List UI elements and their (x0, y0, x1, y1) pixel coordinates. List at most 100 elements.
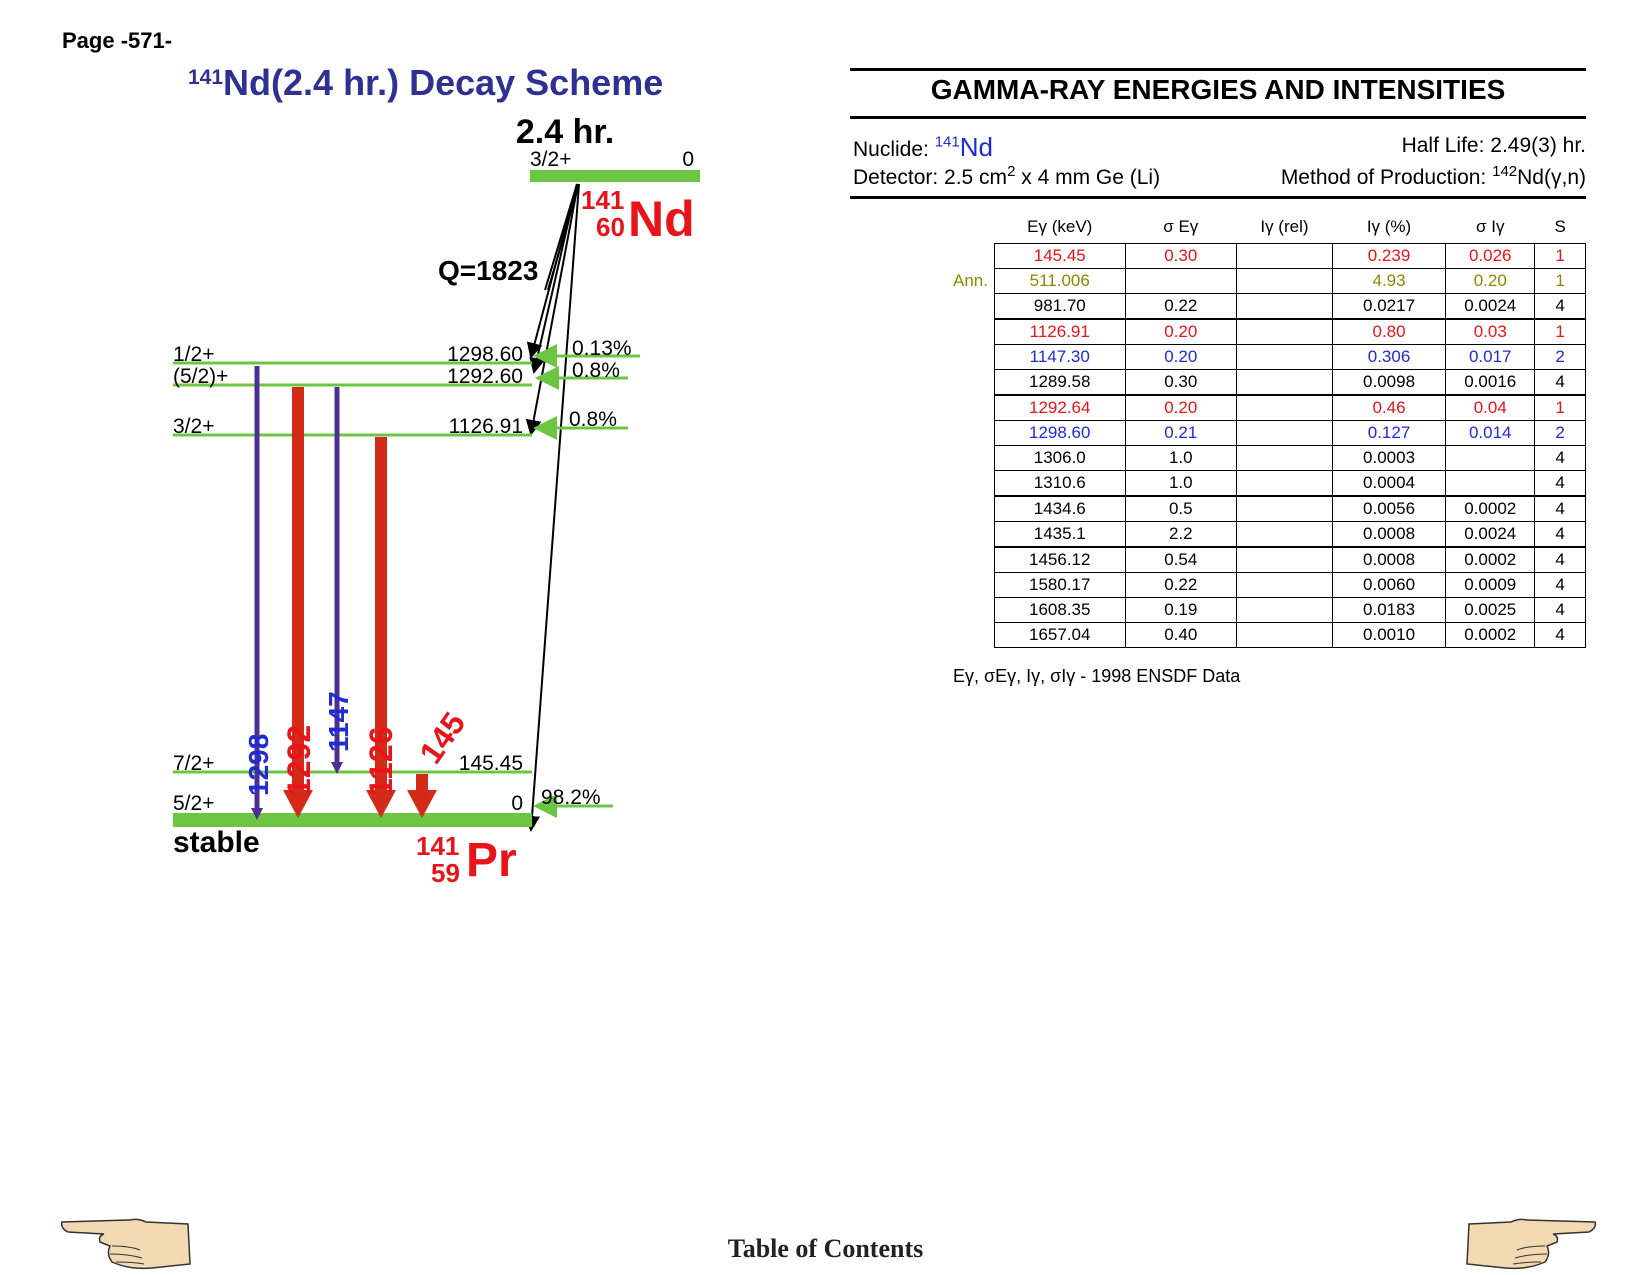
cell-si: 0.026 (1445, 243, 1536, 269)
cell-ip: 0.0010 (1331, 622, 1447, 648)
cell-s: 4 (1534, 622, 1586, 648)
row-prefix (953, 446, 994, 471)
cell-e: 1147.30 (993, 344, 1126, 370)
cell-si: 0.04 (1445, 394, 1536, 421)
cell-e: 1292.64 (993, 394, 1126, 421)
cell-irel (1236, 268, 1333, 294)
row-prefix (953, 395, 994, 421)
cell-e: 1298.60 (993, 420, 1126, 446)
detector-pre: Detector: 2.5 cm (853, 166, 1008, 189)
cell-s: 1 (1534, 394, 1586, 421)
title-mass-number: 141 (188, 66, 224, 89)
gamma-arrowhead-1292 (283, 790, 313, 818)
cell-s: 1 (1534, 318, 1586, 345)
table-row: 1292.64 0.20 0.46 0.04 1 (953, 394, 1586, 421)
cell-ip: 0.0217 (1331, 293, 1447, 320)
cell-si: 0.0002 (1445, 546, 1536, 573)
production-info: Method of Production: 142Nd(γ,n) (1281, 163, 1586, 190)
row-prefix: Ann. (953, 271, 988, 290)
row-prefix (953, 319, 994, 345)
cell-se: 0.22 (1124, 293, 1238, 320)
scheme-title: 141Nd(2.4 hr.) Decay Scheme (188, 62, 663, 104)
cell-se: 0.22 (1124, 572, 1238, 598)
cell-si: 0.0002 (1445, 495, 1536, 522)
beta-branch-extra-1 (544, 183, 578, 291)
production-sup: 142 (1492, 163, 1518, 180)
cell-irel (1236, 521, 1333, 548)
level-spin-1126: 3/2+ (173, 415, 214, 438)
table-row: 1608.35 0.19 0.0183 0.0025 4 (953, 597, 1586, 623)
cell-irel (1236, 394, 1333, 421)
table-row: Ann. 511.006 4.93 0.20 1 (953, 268, 1586, 294)
parent-level-bar (530, 170, 700, 182)
header-intensity-rel: Iγ (rel) (1260, 217, 1309, 236)
daughter-levels (173, 361, 532, 827)
cell-ip: 4.93 (1331, 268, 1447, 294)
cell-ip: 0.0060 (1331, 572, 1447, 598)
cell-s: 4 (1534, 572, 1586, 598)
parent-halflife: 2.4 hr. (516, 113, 614, 151)
gamma-line-1126 (375, 437, 387, 790)
beta-branches (524, 183, 580, 832)
table-row: 1147.30 0.20 0.306 0.017 2 (953, 344, 1586, 370)
cell-se: 1.0 (1124, 470, 1238, 497)
gamma-arrowhead-145 (407, 790, 437, 818)
cell-se: 0.20 (1124, 394, 1238, 421)
cell-se: 2.2 (1124, 521, 1238, 548)
cell-irel (1236, 597, 1333, 623)
cell-e: 1608.35 (993, 597, 1126, 623)
cell-se (1124, 268, 1238, 294)
daughter-symbol: Pr (466, 834, 517, 887)
table-footnote: Eγ, σEγ, Iγ, σIγ - 1998 ENSDF Data (953, 666, 1241, 686)
level-feeding-ground: 98.2% (541, 786, 601, 809)
detector-sup: 2 (1007, 163, 1016, 180)
cell-ip: 0.46 (1331, 394, 1447, 421)
daughter-mass: 141 (416, 831, 459, 861)
next-page-hand-icon[interactable] (1457, 1212, 1597, 1272)
gamma-table-title: GAMMA-RAY ENERGIES AND INTENSITIES (930, 74, 1506, 105)
row-prefix (953, 294, 994, 320)
cell-se: 0.20 (1124, 318, 1238, 345)
parent-spin: 3/2+ (530, 148, 571, 171)
previous-page-hand-icon[interactable] (60, 1212, 200, 1272)
detector-info: Detector: 2.5 cm2 x 4 mm Ge (Li) (853, 163, 1160, 190)
stable-label: stable (173, 826, 260, 859)
row-prefix (953, 244, 994, 269)
cell-e: 1456.12 (993, 546, 1126, 573)
cell-s: 4 (1534, 293, 1586, 320)
table-row: 1126.91 0.20 0.80 0.03 1 (953, 318, 1586, 345)
parent-energy: 0 (682, 148, 694, 171)
cell-e: 981.70 (993, 293, 1126, 320)
nuclide-mass: 141 (934, 133, 960, 151)
cell-s: 4 (1534, 495, 1586, 522)
table-of-contents-link[interactable]: Table of Contents (727, 1234, 924, 1263)
nuclide-symbol-wrapper: 141Nd (935, 132, 993, 162)
table-row: 145.45 0.30 0.239 0.026 1 (953, 243, 1586, 269)
cell-si: 0.0024 (1445, 293, 1536, 320)
cell-irel (1236, 470, 1333, 497)
table-row: 1310.6 1.0 0.0004 4 (953, 470, 1586, 497)
info-rule (850, 196, 1586, 199)
cell-irel (1236, 546, 1333, 573)
nuclide-symbol: Nd (959, 132, 993, 162)
parent-symbol: Nd (628, 191, 695, 247)
level-feeding-1298: 0.13% (572, 337, 632, 360)
table-row: 1434.6 0.5 0.0056 0.0002 4 (953, 495, 1586, 522)
cell-se: 1.0 (1124, 445, 1238, 471)
cell-s: 4 (1534, 546, 1586, 573)
page-number: Page -571- (62, 28, 173, 53)
cell-e: 1435.1 (993, 521, 1126, 548)
cell-irel (1236, 495, 1333, 522)
level-spin-1298: 1/2+ (173, 343, 214, 366)
level-spin-ground: 5/2+ (173, 792, 214, 815)
cell-irel (1236, 420, 1333, 446)
level-energy-1126: 1126.91 (449, 415, 523, 438)
cell-ip: 0.127 (1331, 420, 1447, 446)
cell-si: 0.014 (1445, 420, 1536, 446)
cell-irel (1236, 293, 1333, 320)
cell-si: 0.0002 (1445, 622, 1536, 648)
detector-post: x 4 mm Ge (Li) (1015, 166, 1161, 189)
row-prefix (953, 496, 994, 522)
row-prefix (953, 623, 994, 648)
table-row: 1435.1 2.2 0.0008 0.0024 4 (953, 521, 1586, 548)
